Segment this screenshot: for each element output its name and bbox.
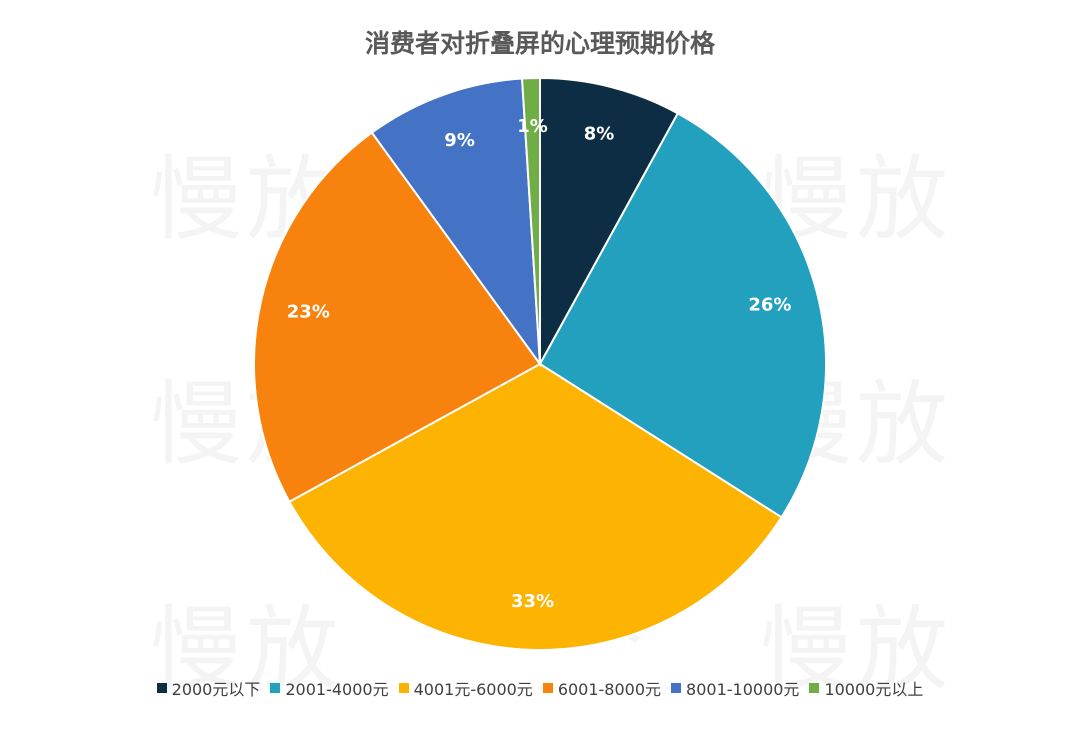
pie-slice-5 [370,77,542,368]
legend-item-4: 6001-8000元 [542,676,662,700]
legend-swatch [156,683,167,693]
pie-label-3: 33% [511,591,554,612]
legend-swatch [542,683,553,693]
pie-slice-3 [288,362,783,651]
legend-swatch [809,683,820,693]
legend-swatch [398,683,409,693]
pie-label-2: 26% [748,294,791,315]
chart-legend: 2000元以下 2001-4000元 4001元-6000元 6001-8000元 80… [0,676,1080,700]
pie-label-4: 23% [287,302,330,323]
legend-label: 8001-10000元 [686,680,800,699]
legend-swatch [270,683,281,693]
legend-item-3: 4001元-6000元 [398,676,533,700]
legend-item-2: 2001-4000元 [270,676,389,700]
pie-slice-1 [539,76,680,365]
pie-label-5: 9% [444,130,475,151]
pie-slice-6 [520,76,541,365]
legend-label: 4001元-6000元 [413,680,533,699]
pie-label-1: 8% [584,124,615,145]
legend-label: 2000元以下 [171,680,261,699]
legend-label: 6001-8000元 [557,680,662,699]
legend-swatch [671,683,682,693]
pie-chart: 8% 26% 33% 23% 9% 1% [253,76,827,651]
legend-label: 10000元以上 [824,680,924,699]
legend-item-6: 10000元以上 [809,676,923,700]
legend-label: 2001-4000元 [285,680,389,699]
legend-item-5: 8001-10000元 [671,676,799,700]
chart-title: 消费者对折叠屏的心理预期价格 [364,29,715,58]
pie-slice-2 [538,112,827,519]
pie-label-6: 1% [517,116,548,137]
pie-slice-4 [253,131,542,504]
legend-item-1: 2000元以下 [156,676,261,700]
